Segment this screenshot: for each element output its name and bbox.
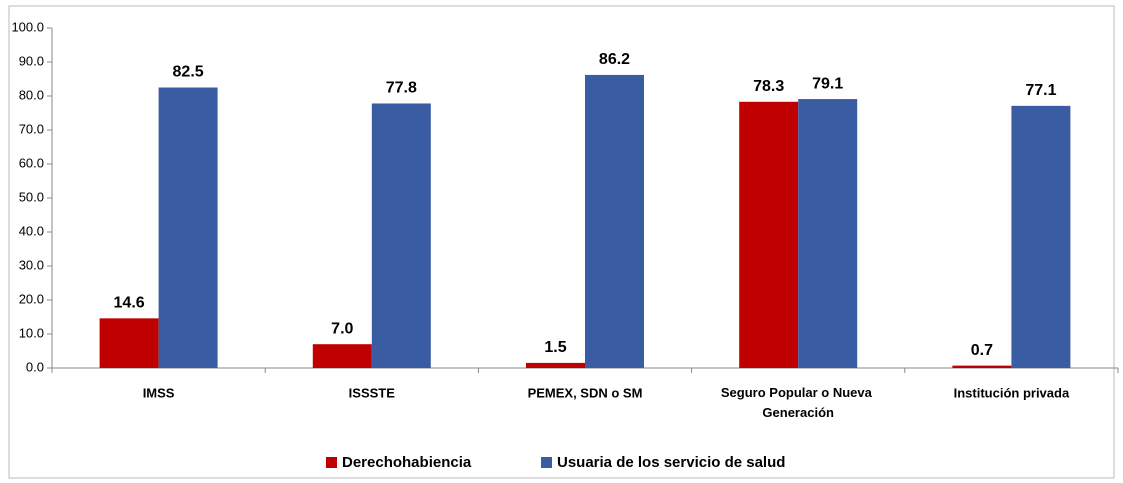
x-tick-label: IMSS — [143, 385, 175, 400]
legend-swatch — [326, 457, 337, 468]
y-tick-label: 100.0 — [11, 19, 44, 34]
y-tick-label: 40.0 — [19, 223, 44, 238]
bar — [952, 365, 1012, 368]
value-label: 86.2 — [599, 51, 630, 68]
y-tick-label: 10.0 — [19, 325, 44, 340]
y-tick-label: 60.0 — [19, 155, 44, 170]
bar — [158, 87, 218, 368]
x-tick-label: Seguro Popular o Nueva Generación — [721, 385, 876, 420]
y-tick-label: 0.0 — [26, 359, 44, 374]
value-label: 78.3 — [753, 78, 784, 95]
value-label: 1.5 — [544, 339, 566, 356]
value-label: 77.1 — [1025, 82, 1056, 99]
bar — [312, 344, 372, 368]
x-tick-label: PEMEX, SDN o SM — [528, 385, 643, 400]
y-tick-label: 50.0 — [19, 189, 44, 204]
value-label: 0.7 — [971, 342, 993, 359]
y-tick-label: 20.0 — [19, 291, 44, 306]
chart-border — [8, 5, 1115, 479]
legend-swatch — [541, 457, 552, 468]
bar — [371, 103, 431, 368]
bar — [1011, 105, 1071, 369]
legend-label: Derechohabiencia — [342, 454, 472, 471]
y-tick-label: 30.0 — [19, 257, 44, 272]
value-label: 79.1 — [812, 75, 843, 92]
bar — [739, 101, 799, 368]
bar — [585, 74, 644, 369]
value-label: 14.6 — [114, 295, 145, 312]
bar — [526, 362, 585, 368]
value-label: 77.8 — [386, 80, 417, 97]
value-label: 82.5 — [173, 64, 204, 81]
bar — [798, 99, 858, 368]
legend-label: Usuaria de los servicio de salud — [557, 454, 785, 471]
y-tick-label: 90.0 — [19, 53, 44, 68]
bar — [99, 318, 159, 368]
x-tick-label: ISSSTE — [349, 385, 396, 400]
x-tick-label: Institución privada — [954, 385, 1070, 400]
y-tick-label: 80.0 — [19, 87, 44, 102]
y-tick-label: 70.0 — [19, 121, 44, 136]
value-label: 7.0 — [331, 320, 353, 337]
